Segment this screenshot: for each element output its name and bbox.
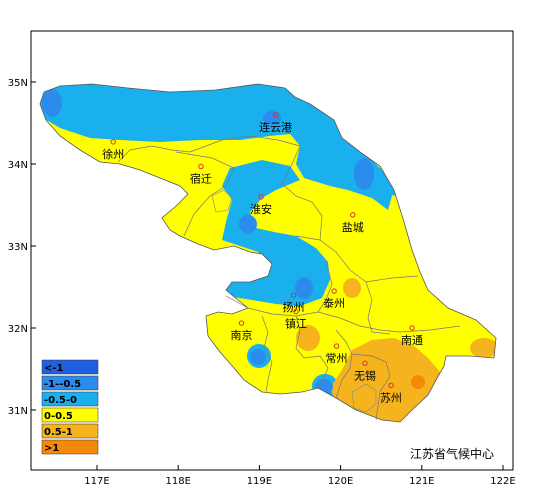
legend-swatch: [41, 439, 99, 455]
legend-label: 0-0.5: [44, 411, 73, 422]
city-marker: [409, 325, 415, 331]
legend-label: -1--0.5: [44, 379, 81, 390]
boundary-zhenjiang-changzhou: [295, 315, 329, 389]
lon-tick-label: 119E: [247, 476, 272, 487]
city-marker: [333, 343, 340, 349]
city-label: 连云港: [259, 121, 292, 134]
city-label: 淮安: [250, 202, 272, 216]
city-marker: [290, 292, 297, 298]
core-xuzhou-west: [42, 89, 62, 117]
city-marker: [258, 194, 264, 200]
city-marker: [238, 320, 245, 326]
legend-swatch: [41, 359, 99, 375]
city-label: 盐城: [342, 221, 364, 234]
city-label: 镇江: [285, 317, 307, 331]
city-marker: [272, 112, 279, 118]
city-marker: [362, 360, 368, 366]
core-lianyungang: [263, 111, 281, 125]
lon-tick-label: 122E: [490, 476, 515, 487]
boundary-nanjing-zhenjiang: [261, 315, 273, 393]
boundary-yangzhou-taizhou: [317, 261, 333, 313]
boundary-taizhou-nantong: [365, 281, 391, 335]
city-label: 南通: [401, 334, 423, 347]
legend-swatch: [41, 375, 99, 391]
city-label: 苏州: [380, 391, 402, 404]
city-label: 南京: [231, 328, 253, 342]
zone-central-negative: [222, 160, 330, 306]
lon-tick-label: 117E: [84, 476, 109, 487]
lake-hongze: [211, 189, 233, 213]
core-huaian: [239, 215, 257, 233]
core-yangzhou: [295, 277, 313, 299]
city-marker: [331, 288, 337, 294]
lon-tick-label: 121E: [409, 476, 434, 487]
city-label: 无锡: [354, 368, 376, 382]
city-marker: [388, 382, 394, 389]
lat-tick-label: 32N: [8, 324, 28, 335]
lat-tick-label: 31N: [8, 406, 28, 417]
legend-label: 0.5-1: [44, 427, 73, 438]
zone-northeast-negative: [296, 146, 392, 210]
boundary-wuxi-suzhou: [351, 353, 391, 421]
city-label: 宿迁: [190, 171, 212, 185]
lat-tick-label: 35N: [8, 78, 28, 89]
lakes: [211, 189, 377, 413]
city-boundaries: [117, 135, 461, 421]
city-marker: [293, 308, 299, 315]
city-label: 徐州: [102, 147, 124, 161]
city-marker: [110, 139, 116, 145]
lat-tick-label: 33N: [8, 242, 28, 253]
zone-nantong-positive: [470, 338, 496, 358]
city-label: 扬州: [283, 300, 305, 314]
boundary-suqian-huaian: [175, 151, 235, 237]
city-marker: [198, 163, 204, 170]
zone-north-negative: [40, 84, 400, 196]
legend: <-1 -1--0.5 -0.5-0 0-0.5 0.5-1 >1: [41, 359, 99, 455]
axis-ticks: 35N 34N 33N 32N 31N 117E 118E 119E 120E 121E 122E: [8, 78, 516, 487]
zone-zhenjiang-positive: [296, 325, 320, 351]
lat-tick-label: 34N: [8, 160, 28, 171]
boundary-river-north: [225, 295, 461, 333]
city-label: 常州: [326, 352, 348, 365]
lon-tick-label: 120E: [328, 476, 353, 487]
legend-swatch: [41, 391, 99, 407]
boundary-lianyungang-south: [189, 135, 301, 153]
legend-swatch: [41, 407, 99, 423]
legend-label: <-1: [44, 363, 64, 374]
boundary-huaian-yancheng: [281, 145, 323, 241]
boundary-xuzhou-suqian: [117, 145, 191, 163]
boundary-changzhou-wuxi: [335, 329, 353, 399]
legend-swatch: [41, 423, 99, 439]
core-suzhou-positive: [411, 375, 425, 389]
lake-taihu: [351, 383, 377, 413]
zone-taizhou-positive: [343, 278, 361, 298]
city-marker: [350, 212, 356, 218]
core-nanjing: [250, 349, 266, 365]
lon-tick-label: 118E: [165, 476, 190, 487]
city-label: 泰州: [323, 296, 345, 310]
zone-southeast-positive: [330, 338, 440, 422]
core-yancheng-north: [354, 158, 374, 190]
province-outline: [39, 83, 497, 423]
boundary-yancheng-yangzhou: [295, 235, 419, 283]
credit-label: 江苏省气候中心: [410, 446, 494, 461]
legend-label: -0.5-0: [44, 395, 77, 406]
legend-label: >1: [44, 443, 59, 454]
